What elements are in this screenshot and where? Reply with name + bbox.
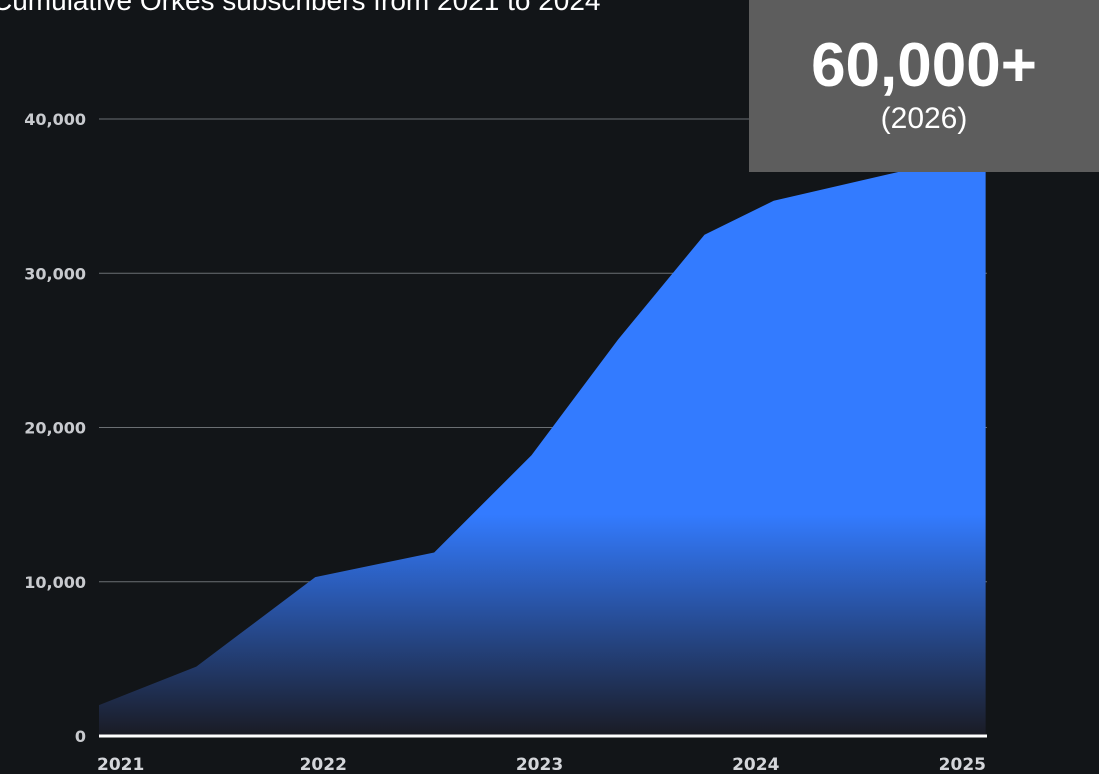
x-axis-ticks: 2021 2022 2023 2024 2025: [97, 755, 986, 774]
y-tick-label: 30,000: [24, 264, 86, 283]
x-tick-label: 2023: [516, 755, 563, 774]
chart-title: Cumulative Orkes subscribers from 2021 t…: [0, 0, 601, 16]
y-tick-label: 40,000: [24, 110, 86, 129]
callout-value: 60,000+: [811, 31, 1037, 100]
callout-label: (2026): [880, 102, 968, 135]
callout-box: 60,000+ (2026): [749, 0, 1099, 172]
x-tick-label: 2022: [300, 755, 347, 774]
y-tick-label: 10,000: [24, 573, 86, 592]
x-tick-label: 2025: [939, 755, 986, 774]
x-tick-label: 2021: [97, 755, 144, 774]
y-tick-label: 20,000: [24, 419, 86, 438]
x-tick-label: 2024: [732, 755, 779, 774]
y-axis-ticks: 0 10,000 20,000 30,000 40,000: [24, 110, 86, 746]
area-fill: [99, 152, 986, 736]
y-tick-label: 0: [75, 727, 86, 746]
area-series: [99, 152, 986, 736]
